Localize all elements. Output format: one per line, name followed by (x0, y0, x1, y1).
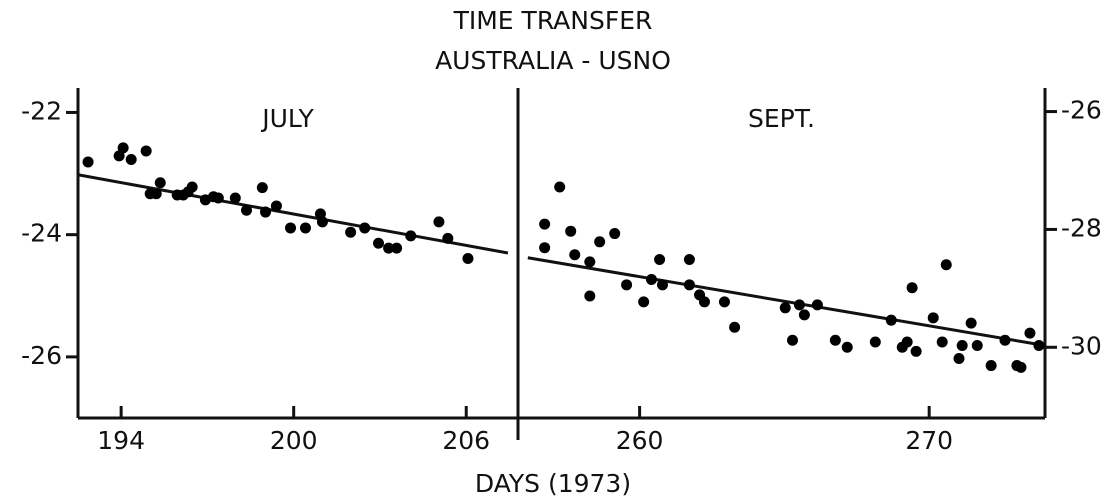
data-point (885, 314, 897, 326)
data-point (125, 154, 137, 165)
x-tick-label: 200 (270, 426, 318, 455)
data-point (841, 341, 853, 353)
data-point (256, 182, 268, 194)
data-point (811, 299, 823, 311)
data-point (683, 279, 695, 291)
data-point (718, 296, 730, 308)
data-point (285, 222, 297, 234)
data-point (186, 181, 198, 193)
data-point (260, 206, 272, 218)
data-point (698, 296, 710, 308)
data-point (829, 334, 841, 346)
data-point (906, 282, 918, 294)
data-point (927, 312, 939, 324)
data-point (539, 218, 551, 230)
fit-line (77, 173, 509, 255)
data-point (539, 242, 551, 254)
data-point (594, 236, 606, 248)
data-point (956, 340, 968, 352)
data-point (554, 181, 566, 193)
data-point (299, 222, 311, 234)
data-point (656, 279, 668, 291)
data-point (241, 204, 253, 216)
data-point (910, 345, 922, 357)
data-point (359, 222, 371, 234)
data-point (229, 192, 241, 204)
data-point (154, 177, 166, 189)
data-point (117, 142, 129, 154)
data-point (442, 232, 454, 244)
x-tick-label: 206 (442, 426, 490, 455)
panel-label: SEPT. (748, 104, 815, 133)
data-point (953, 352, 965, 364)
data-point (565, 225, 577, 237)
data-point (316, 216, 328, 228)
data-point (405, 230, 417, 242)
data-point (645, 274, 657, 286)
data-point (569, 249, 581, 261)
data-point (654, 253, 666, 265)
x-tick-label: 270 (905, 426, 953, 455)
data-point (787, 334, 799, 346)
data-point (391, 242, 403, 254)
x-tick-label: 260 (616, 426, 664, 455)
data-point (150, 188, 162, 200)
y-tick-label: -28 (1061, 213, 1102, 242)
data-point (965, 317, 977, 329)
y-tick-label: -26 (21, 341, 62, 370)
data-point (793, 299, 805, 311)
data-point (621, 279, 633, 291)
data-point (383, 242, 395, 254)
y-tick-label: -24 (21, 219, 62, 248)
fit-line (527, 256, 1046, 347)
x-tick-label: 194 (97, 426, 145, 455)
data-point (270, 200, 282, 212)
data-point (212, 192, 224, 204)
data-point (433, 216, 445, 228)
data-point (999, 334, 1011, 346)
data-point (638, 296, 650, 308)
data-point (901, 336, 913, 348)
data-point (373, 237, 385, 249)
data-point (82, 156, 94, 168)
data-point (584, 256, 596, 268)
data-point (1024, 327, 1036, 339)
data-point (609, 228, 621, 240)
data-point (683, 253, 695, 265)
y-tick-label: -30 (1061, 331, 1102, 360)
data-point (584, 290, 596, 302)
data-point (869, 336, 881, 348)
data-point (940, 259, 952, 271)
data-point (140, 145, 152, 157)
x-axis-label: DAYS (1973) (475, 469, 631, 498)
data-point (1033, 340, 1045, 352)
data-point (345, 226, 357, 238)
data-point (798, 309, 810, 321)
data-point (971, 340, 983, 352)
y-tick-label: -26 (1061, 96, 1102, 125)
chart-subtitle: AUSTRALIA - USNO (435, 46, 671, 75)
panel-label: JULY (260, 104, 314, 133)
chart-title: TIME TRANSFER (453, 6, 653, 35)
y-tick-label: -22 (21, 96, 62, 125)
data-point (936, 336, 948, 348)
data-point (779, 302, 791, 314)
data-point (1015, 361, 1027, 373)
data-point (729, 321, 741, 333)
data-point (462, 253, 474, 264)
data-point (985, 360, 997, 372)
